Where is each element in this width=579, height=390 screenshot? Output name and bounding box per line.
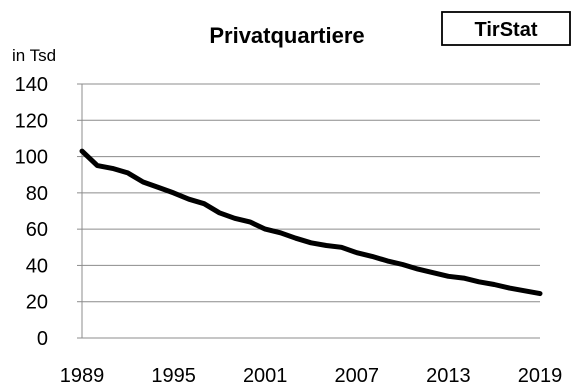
y-tick-label: 100 [15,147,48,169]
y-tick-label: 140 [15,74,48,96]
x-tick-label: 1995 [151,365,196,387]
x-tick-label: 2019 [518,365,563,387]
x-tick-label: 2013 [426,365,471,387]
x-tick-label: 2007 [335,365,380,387]
y-tick-label: 20 [26,292,48,314]
y-tick-label: 80 [26,183,48,205]
grid-lines [82,83,540,303]
y-tick-label: 0 [37,328,48,350]
y-tick-label: 40 [26,255,48,277]
x-tick-label: 1989 [60,365,105,387]
axes [77,83,540,339]
y-tick-label: 120 [15,110,48,132]
series-layer [79,148,543,297]
source-badge-label: TirStat [475,19,538,41]
x-tick-labels: 1989 1995 2001 2007 2013 2019 [60,365,563,387]
source-badge-box [441,11,571,46]
y-tick-label: 60 [26,219,48,241]
source-badge: TirStat [441,11,571,46]
x-tick-label: 2001 [243,365,288,387]
series-line [79,148,543,297]
chart-title: Privatquartiere [209,23,364,48]
y-axis-unit-label: in Tsd [12,46,56,65]
y-tick-labels: 0 20 40 60 80 100 120 140 [15,74,48,350]
